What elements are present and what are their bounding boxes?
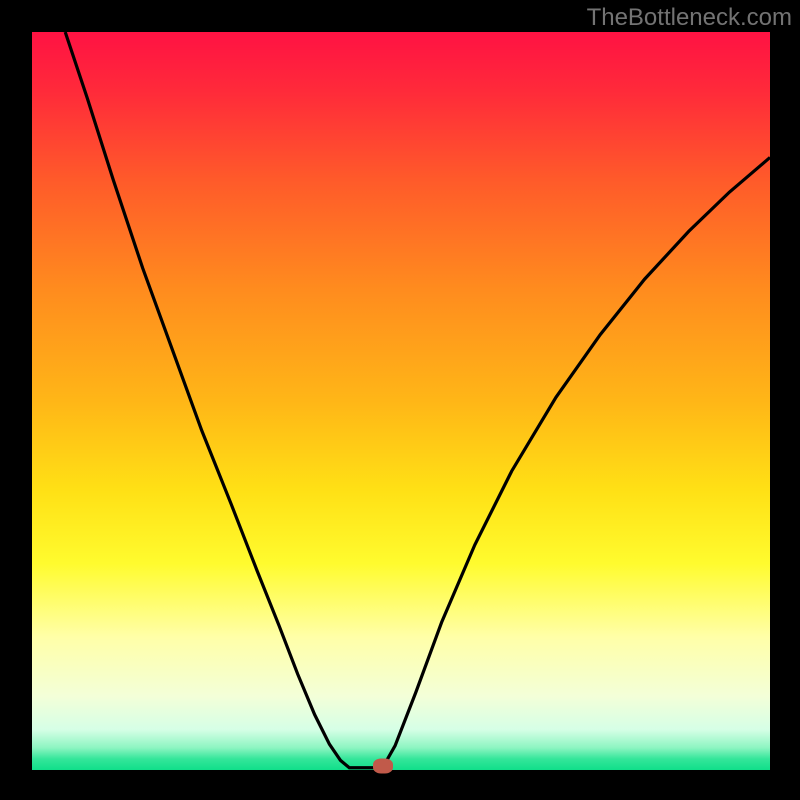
watermark-text: TheBottleneck.com — [587, 4, 792, 32]
optimum-marker — [373, 758, 393, 773]
bottleneck-curve — [32, 32, 770, 770]
curve-path — [65, 32, 770, 768]
plot-area — [32, 32, 770, 770]
